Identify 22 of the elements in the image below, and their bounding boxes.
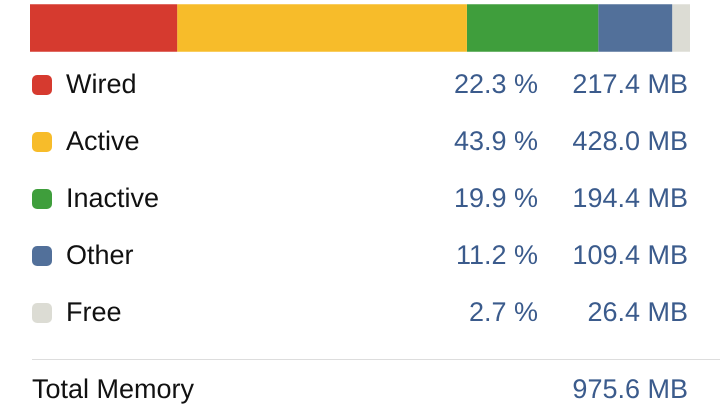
bar (177, 4, 467, 52)
text: 19.9 % (452, 183, 538, 214)
bar (672, 4, 690, 52)
bar (30, 4, 178, 52)
legend-label: Inactive (66, 183, 160, 214)
legend-label: Other (66, 240, 135, 271)
legend-label: Active (66, 126, 141, 157)
text: 428.0 MB (571, 126, 688, 157)
bar (598, 4, 672, 52)
text: 11.2 % (454, 240, 538, 271)
text: 194.4 MB (571, 183, 688, 214)
legend-label: Free (66, 297, 123, 328)
bar (466, 4, 598, 52)
text: Total Memory (32, 374, 194, 405)
text: 975.6 MB (572, 374, 688, 405)
text: 217.4 MB (571, 69, 688, 100)
legend-label: Wired (66, 69, 138, 100)
text: 22.3 % (452, 69, 538, 100)
text: 109.4 MB (571, 240, 688, 271)
text: 43.9 % (452, 126, 538, 157)
text: 26.4 MB (586, 297, 688, 328)
text: 2.7 % (468, 297, 538, 328)
